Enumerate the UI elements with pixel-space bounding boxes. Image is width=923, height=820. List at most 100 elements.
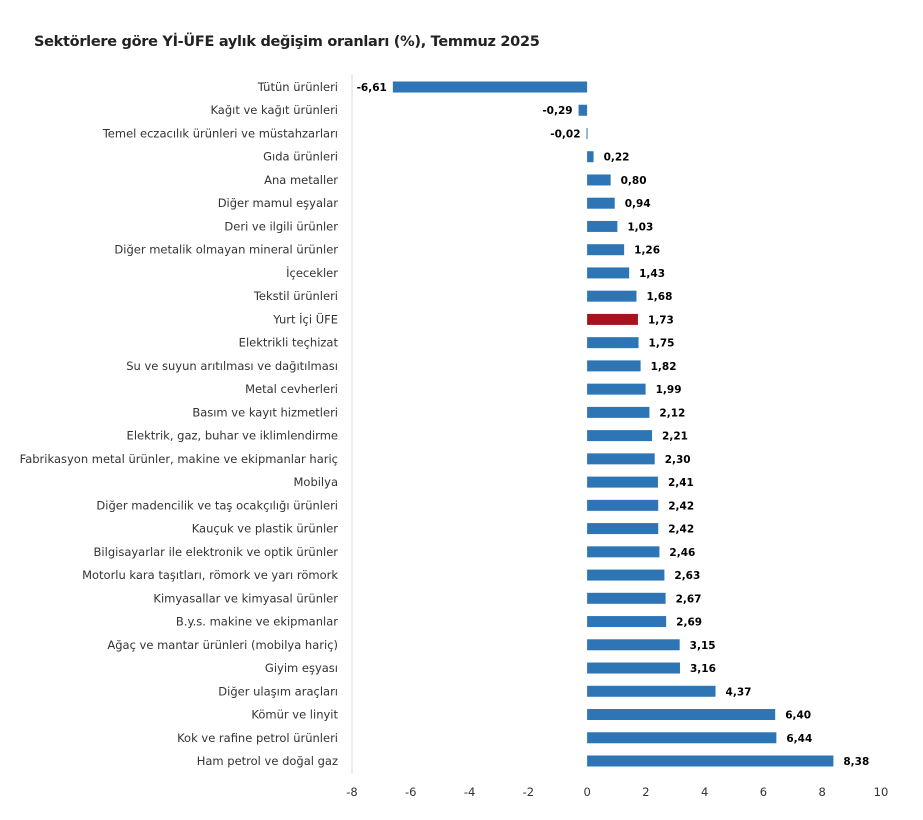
data-label: 2,42 [668,500,694,512]
data-label: 1,03 [627,221,653,233]
bar [587,244,625,256]
data-label: 2,21 [662,431,688,443]
bar [587,383,646,395]
bar [587,453,655,465]
bar [587,732,777,744]
bar [578,104,588,116]
bar [587,313,638,325]
data-label: 2,42 [668,524,694,536]
data-label: 1,73 [648,314,674,326]
data-label: 6,44 [786,733,812,745]
bar [587,569,665,581]
data-label: 2,41 [668,477,694,489]
category-label: Diğer mamul eşyalar [218,196,339,210]
bar [587,592,666,604]
category-label: Kağıt ve kağıt ürünleri [210,103,338,117]
category-label: Tütün ürünleri [257,80,338,94]
bar [587,360,641,372]
bar [587,476,658,488]
category-label: Bilgisayarlar ile elektronik ve optik ür… [94,545,339,559]
data-label: 2,46 [669,547,695,559]
bar [586,127,588,139]
data-label: 1,43 [639,268,665,280]
x-tick-label: -2 [523,785,534,799]
category-label: Ağaç ve mantar ürünleri (mobilya hariç) [107,638,338,652]
x-tick-label: 6 [760,785,767,799]
data-label: 4,37 [726,686,752,698]
bar [587,755,834,767]
bar [587,290,637,302]
category-label: Motorlu kara taşıtları, römork ve yarı r… [82,568,338,582]
category-label: Temel eczacılık ürünleri ve müstahzarlar… [102,126,338,140]
data-label: 1,26 [634,245,660,257]
x-tick-label: -8 [346,785,357,799]
bar [392,81,588,93]
bar [587,523,659,535]
x-tick-label: 4 [701,785,708,799]
category-label: Metal cevherleri [245,382,338,396]
bar [587,220,618,232]
category-label: Diğer metalik olmayan mineral ürünler [114,243,338,257]
bar [587,430,653,442]
bar [587,546,660,558]
category-label: Basım ve kayıt hizmetleri [192,405,338,419]
category-label: Giyim eşyası [265,661,338,675]
category-label: Elektrik, gaz, buhar ve iklimlendirme [127,429,338,443]
bar [587,337,639,349]
data-label: -6,61 [357,82,387,94]
x-tick-label: 0 [583,785,590,799]
data-label: 3,16 [690,663,716,675]
bar [587,662,680,674]
data-label: 0,80 [621,175,647,187]
data-label: 8,38 [843,756,869,768]
category-label: Mobilya [293,475,338,489]
data-label: 2,67 [676,593,702,605]
data-label: 0,22 [604,152,630,164]
category-label: B.y.s. makine ve ekipmanlar [176,615,338,629]
category-label: Kok ve rafine petrol ürünleri [177,731,338,745]
category-label: Gıda ürünleri [263,150,338,164]
bar [587,709,776,721]
category-label: Fabrikasyon metal ürünler, makine ve eki… [20,452,338,466]
data-label: 1,68 [646,291,672,303]
bar [587,616,667,628]
data-label: 2,12 [659,407,685,419]
category-label: Su ve suyun arıtılması ve dağıtılması [126,359,338,373]
bar [587,406,650,418]
chart-title: Sektörlere göre Yİ-ÜFE aylık değişim ora… [34,34,540,50]
category-label: Deri ve ilgili ürünler [224,219,338,233]
bar [587,499,659,511]
data-label: -0,29 [542,105,572,117]
data-label: 2,63 [674,570,700,582]
category-label: Elektrikli teçhizat [239,336,339,350]
category-label: Kömür ve linyit [251,708,338,722]
x-tick-label: 10 [874,785,889,799]
data-label: -0,02 [550,128,580,140]
data-label: 1,82 [651,361,677,373]
data-label: 2,30 [665,454,691,466]
bar [587,151,594,163]
data-label: 3,15 [690,640,716,652]
x-tick-label: 2 [642,785,649,799]
x-tick-label: -4 [464,785,475,799]
category-label: Tekstil ürünleri [253,289,338,303]
bar [587,174,611,186]
data-label: 0,94 [625,198,651,210]
data-label: 2,69 [676,617,702,629]
category-label: Kimyasallar ve kimyasal ürünler [153,591,338,605]
category-label: Diğer ulaşım araçları [218,684,338,698]
category-label: Ham petrol ve doğal gaz [197,754,338,768]
data-label: 1,75 [649,338,675,350]
bar [587,267,630,279]
x-tick-label: 8 [819,785,826,799]
bar [587,685,716,697]
data-label: 6,40 [785,710,811,722]
bar [587,639,680,651]
data-label: 1,99 [656,384,682,396]
category-label: Kauçuk ve plastik ürünler [192,522,339,536]
x-tick-label: -6 [405,785,416,799]
category-label: Ana metaller [264,173,338,187]
bar [587,197,615,209]
category-label: İçecekler [286,265,338,280]
